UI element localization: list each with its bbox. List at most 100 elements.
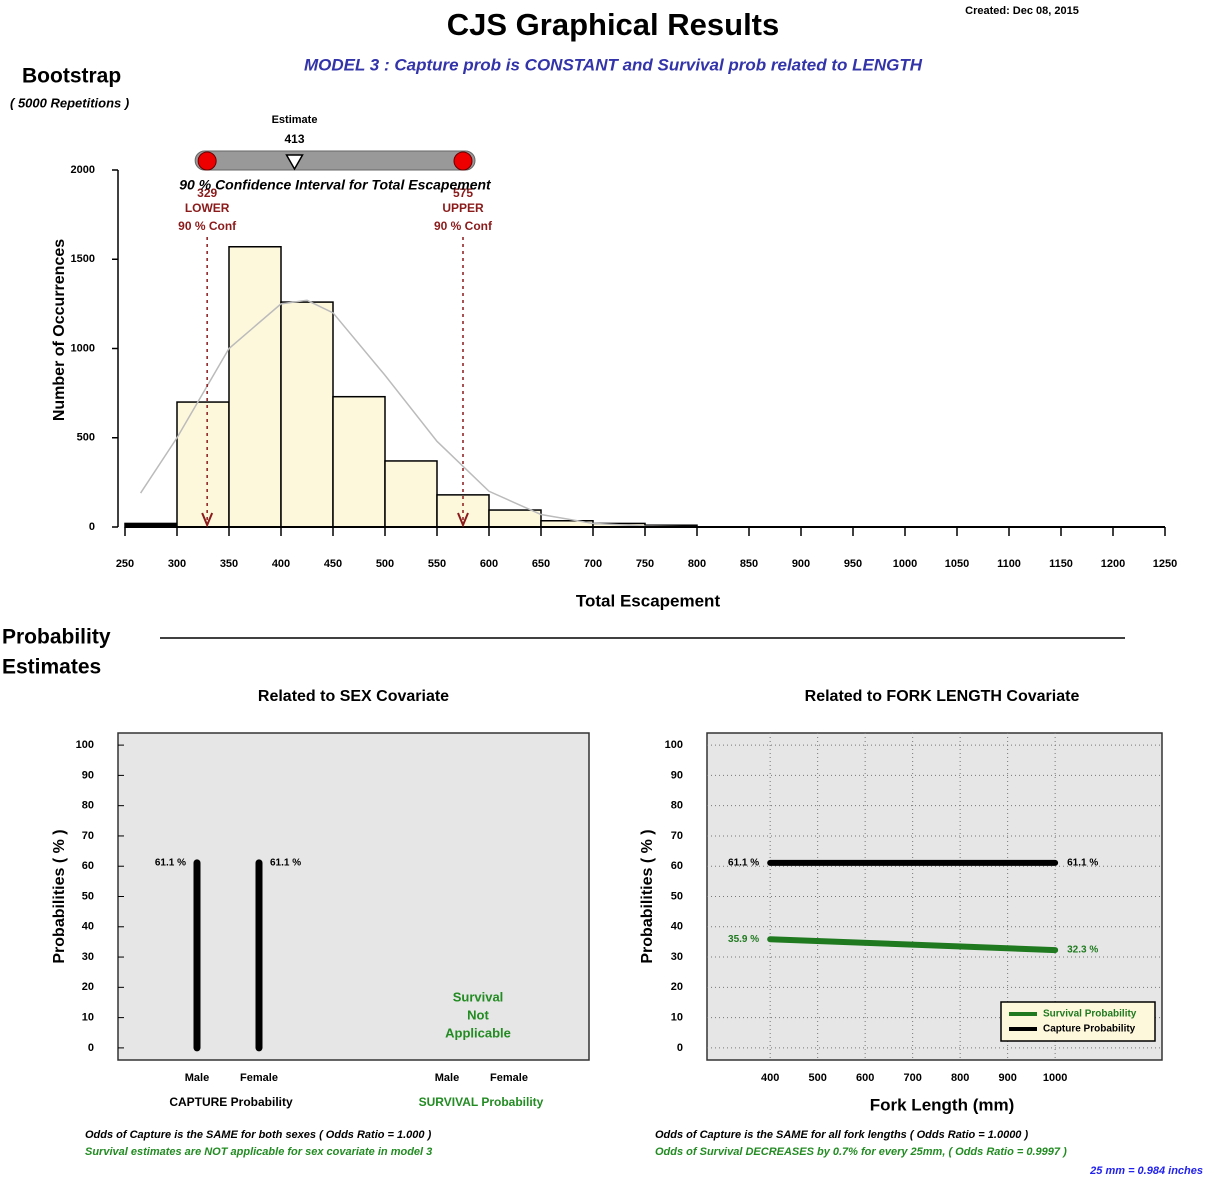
y-tick-label: 1500 bbox=[71, 253, 95, 265]
series-line bbox=[767, 936, 1059, 954]
x-tick-label: 450 bbox=[324, 558, 342, 570]
x-tick-label: 600 bbox=[856, 1072, 874, 1084]
y-tick-label: 90 bbox=[82, 769, 94, 781]
y-tick-label: 40 bbox=[671, 921, 683, 933]
limit-label: LOWER bbox=[185, 201, 230, 215]
bar bbox=[228, 246, 282, 528]
y-tick-label: 20 bbox=[82, 981, 94, 993]
x-tick-label: 250 bbox=[116, 558, 134, 570]
estimate-value: 413 bbox=[285, 132, 305, 146]
y-tick-label: 0 bbox=[89, 521, 95, 533]
value-label: 61.1 % bbox=[155, 858, 186, 869]
note: Odds of Capture is the SAME for all fork… bbox=[655, 1129, 1028, 1141]
created: Created: Dec 08, 2015 bbox=[965, 5, 1079, 17]
x-tick-label: 500 bbox=[376, 558, 394, 570]
y-tick-label: 500 bbox=[77, 432, 95, 444]
section-title: Estimates bbox=[2, 656, 101, 679]
x-tick-label: 950 bbox=[844, 558, 862, 570]
x-tick-label: 900 bbox=[792, 558, 810, 570]
y-tick-label: 50 bbox=[671, 890, 683, 902]
y-tick-label: 0 bbox=[88, 1042, 94, 1054]
fit-curve bbox=[139, 299, 1165, 528]
note: Odds of Capture is the SAME for both sex… bbox=[85, 1129, 432, 1141]
y-tick-label: 60 bbox=[671, 860, 683, 872]
legend-label: Capture Probability bbox=[1043, 1024, 1136, 1035]
x-tick-label: 1000 bbox=[893, 558, 917, 570]
limit-conf: 90 % Conf bbox=[178, 219, 237, 233]
group-label: SURVIVAL Probability bbox=[419, 1095, 544, 1109]
x-tick-label: 300 bbox=[168, 558, 186, 570]
x-tick-label: 850 bbox=[740, 558, 758, 570]
x-tick-label: 1200 bbox=[1101, 558, 1125, 570]
x-tick-label: 1100 bbox=[997, 558, 1021, 570]
model: MODEL 3 : Capture prob is CONSTANT and S… bbox=[304, 55, 923, 74]
limit-label: UPPER bbox=[442, 201, 484, 215]
y-tick-label: 30 bbox=[671, 951, 683, 963]
legend-label: Survival Probability bbox=[1043, 1009, 1137, 1020]
limit-dot bbox=[453, 151, 473, 171]
y-tick-label: 100 bbox=[76, 739, 94, 751]
y-tick-label: 80 bbox=[82, 800, 94, 812]
group-note: Survival bbox=[453, 989, 504, 1004]
bar bbox=[488, 509, 542, 528]
y-axis-label: Probabilities ( % ) bbox=[639, 829, 656, 963]
repetitions: ( 5000 Repetitions ) bbox=[10, 95, 129, 110]
x-tick-label: 1250 bbox=[1153, 558, 1177, 570]
limit-arrow bbox=[457, 512, 469, 528]
estimate-label: Estimate bbox=[272, 114, 318, 126]
x-tick-label: 1150 bbox=[1049, 558, 1073, 570]
note: Survival estimates are NOT applicable fo… bbox=[85, 1146, 432, 1158]
y-tick-label: 90 bbox=[671, 769, 683, 781]
chart-title: Related to SEX Covariate bbox=[258, 688, 449, 705]
x-tick-label: 1050 bbox=[945, 558, 969, 570]
y-tick-label: 60 bbox=[82, 860, 94, 872]
x-tick-label: Female bbox=[240, 1072, 278, 1084]
y-tick-label: 50 bbox=[82, 890, 94, 902]
x-tick-label: 800 bbox=[688, 558, 706, 570]
bar bbox=[280, 301, 334, 528]
value-label: 32.3 % bbox=[1067, 945, 1098, 956]
group-note: Not bbox=[467, 1007, 489, 1022]
y-axis-label: Probabilities ( % ) bbox=[51, 829, 68, 963]
x-tick-label: 750 bbox=[636, 558, 654, 570]
chart-title: Related to FORK LENGTH Covariate bbox=[805, 688, 1080, 705]
bar bbox=[384, 460, 438, 528]
x-tick-label: 550 bbox=[428, 558, 446, 570]
x-tick-label: Male bbox=[185, 1072, 209, 1084]
y-tick-label: 70 bbox=[671, 830, 683, 842]
limit-arrow bbox=[201, 512, 214, 528]
bar bbox=[332, 395, 386, 528]
bootstrap-title: Bootstrap bbox=[22, 65, 121, 88]
limit-value: 329 bbox=[197, 186, 217, 200]
x-tick-label: 600 bbox=[480, 558, 498, 570]
y-tick-label: 2000 bbox=[71, 164, 95, 176]
value-label: 61.1 % bbox=[728, 858, 759, 869]
x-tick-label: 700 bbox=[584, 558, 602, 570]
x-tick-label: 900 bbox=[998, 1072, 1016, 1084]
value-label: 61.1 % bbox=[270, 858, 301, 869]
x-tick-label: Female bbox=[490, 1072, 528, 1084]
value-label: 61.1 % bbox=[1067, 858, 1098, 869]
x-tick-label: 650 bbox=[532, 558, 550, 570]
y-tick-label: 20 bbox=[671, 981, 683, 993]
y-tick-label: 10 bbox=[671, 1012, 683, 1024]
legend bbox=[1000, 1001, 1156, 1042]
y-tick-label: 10 bbox=[82, 1012, 94, 1024]
y-tick-label: 70 bbox=[82, 830, 94, 842]
y-tick-label: 80 bbox=[671, 800, 683, 812]
plot-area bbox=[117, 732, 590, 1061]
y-tick-label: 40 bbox=[82, 921, 94, 933]
limit-dot bbox=[197, 151, 217, 171]
bar bbox=[176, 401, 230, 528]
y-axis-label: Number of Occurrences bbox=[51, 239, 68, 421]
x-tick-label: 700 bbox=[903, 1072, 921, 1084]
section-title: Probability bbox=[2, 626, 111, 649]
x-axis-label: Fork Length (mm) bbox=[870, 1095, 1015, 1114]
limit-conf: 90 % Conf bbox=[434, 219, 493, 233]
note: Odds of Survival DECREASES by 0.7% for e… bbox=[655, 1146, 1067, 1158]
x-axis-label: Total Escapement bbox=[576, 591, 721, 610]
value-label: 35.9 % bbox=[728, 934, 759, 945]
x-tick-label: 400 bbox=[272, 558, 290, 570]
y-tick-label: 1000 bbox=[71, 342, 95, 354]
